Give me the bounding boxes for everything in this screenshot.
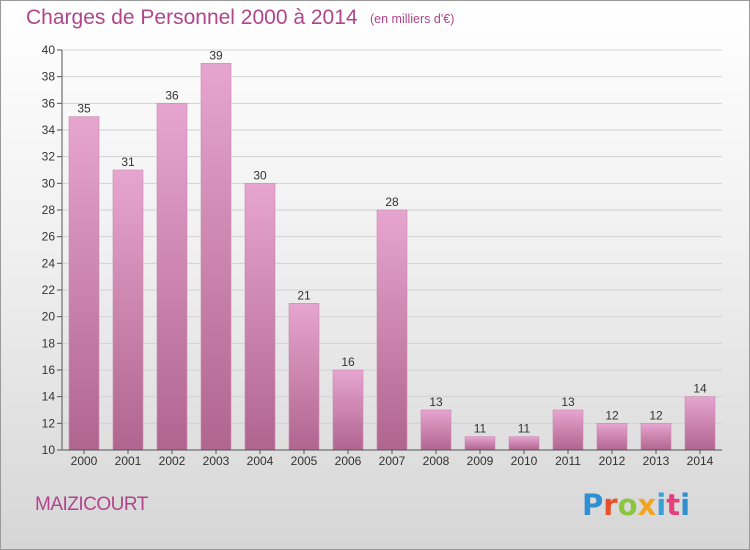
y-tick-label: 40 [42,43,56,57]
x-tick-label: 2005 [291,454,318,468]
x-tick-label: 2002 [159,454,186,468]
bar-value-label: 13 [429,395,443,409]
bar [420,409,452,451]
logo-letter: r [603,488,618,522]
bar [156,103,188,451]
logo-letter: o [617,488,638,522]
bar [288,303,320,451]
bar-value-label: 12 [605,408,619,422]
bar-value-label: 36 [165,88,179,102]
bar [376,209,408,451]
x-tick-label: 2006 [335,454,362,468]
y-axis: 10 12 14 16 18 20 22 24 26 28 30 32 34 36 38 40 [42,43,63,457]
bar-value-label: 12 [649,408,663,422]
x-tick-label: 2013 [643,454,670,468]
chart-title: Charges de Personnel 2000 à 2014 [26,6,358,29]
bar [68,116,100,451]
y-tick-label: 10 [42,443,56,457]
bar-value-label: 39 [209,48,223,62]
y-tick-label: 24 [42,256,56,270]
logo-letter: x [637,488,657,522]
y-tick-label: 28 [42,203,56,217]
bar-value-label: 11 [474,422,487,436]
logo-letter: t [666,488,681,522]
bar-value-label: 11 [518,422,531,436]
bar [596,423,628,451]
x-tick-label: 2012 [599,454,626,468]
x-tick-label: 2010 [511,454,538,468]
logo-letter: i [680,488,691,522]
y-tick-label: 14 [42,390,56,404]
x-tick-label: 2011 [555,454,581,468]
y-tick-label: 26 [42,230,56,244]
logo-letter: i [656,488,667,522]
y-tick-label: 36 [42,96,56,110]
bar-value-label: 31 [121,155,135,169]
commune-name: MAIZICOURT [35,494,148,515]
bar-value-label: 30 [253,168,267,182]
bar [508,436,540,451]
y-tick-label: 38 [42,70,56,84]
bar [640,423,672,451]
x-tick-label: 2004 [247,454,274,468]
y-tick-label: 32 [42,150,56,164]
x-axis: 2000 2001 2002 2003 2004 2005 2006 2007 2008 2009… [62,449,722,468]
bars: 35 31 36 39 30 21 16 28 13 11 11 13 12 12 14 [68,48,716,451]
y-tick-label: 22 [42,283,56,297]
y-tick-label: 30 [42,176,56,190]
bar [332,369,364,451]
bar [244,183,276,451]
bar [684,396,716,451]
bar-value-label: 35 [77,102,91,116]
x-tick-label: 2008 [423,454,450,468]
bar-value-label: 21 [297,288,311,302]
logo-letter: P [582,488,604,522]
x-tick-label: 2014 [687,454,714,468]
y-tick-label: 34 [42,123,56,137]
chart-subtitle: (en milliers d'€) [370,12,455,26]
bar-value-label: 14 [693,382,707,396]
bar-value-label: 13 [561,395,575,409]
y-tick-label: 18 [42,336,56,350]
x-tick-label: 2000 [71,454,98,468]
bar [464,436,496,451]
x-tick-label: 2003 [203,454,230,468]
proxiti-logo: Proxiti [582,488,690,522]
y-tick-label: 16 [42,363,56,377]
bar [112,169,144,451]
bar-value-label: 16 [341,355,355,369]
x-tick-label: 2009 [467,454,494,468]
y-tick-label: 12 [42,416,56,430]
bar-value-label: 28 [385,195,399,209]
bar [552,409,584,451]
y-tick-label: 20 [42,310,56,324]
bar [200,63,232,451]
x-tick-label: 2007 [379,454,406,468]
x-tick-label: 2001 [115,454,142,468]
